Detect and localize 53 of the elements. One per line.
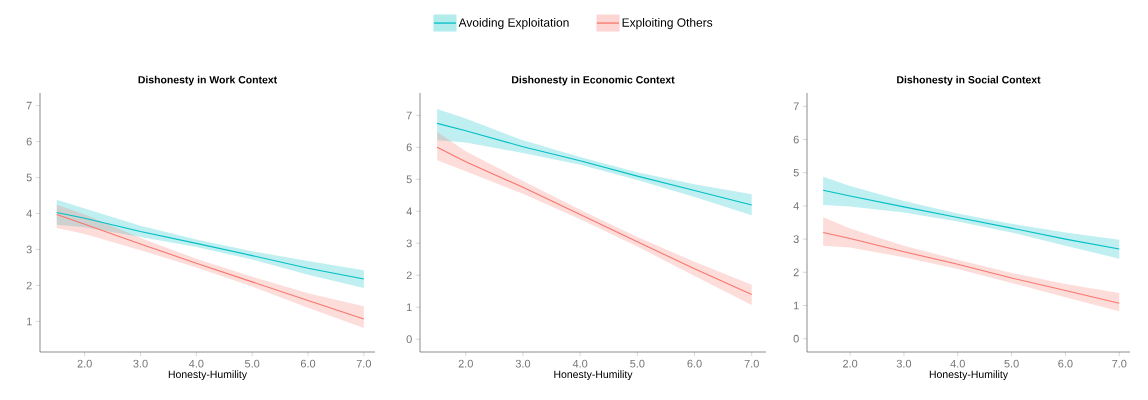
x-tick-label: 6.0 bbox=[687, 359, 702, 368]
y-tick-label: 6 bbox=[26, 137, 32, 146]
line-series bbox=[822, 189, 1120, 250]
y-tick-label: 6 bbox=[406, 143, 412, 152]
x-tick-label: 5.0 bbox=[630, 359, 645, 368]
x-tick-label: 4.0 bbox=[572, 359, 588, 368]
y-tick-label: 2 bbox=[406, 271, 412, 280]
y-tick-label: 2 bbox=[26, 281, 32, 290]
x-axis-title: Honesty-Humility bbox=[929, 370, 1008, 381]
y-tick-label: 1 bbox=[793, 301, 799, 310]
y-tick-label: 4 bbox=[26, 209, 32, 218]
chart-title: Dishonesty in Work Context bbox=[138, 75, 278, 86]
y-tick-label: 7 bbox=[793, 102, 799, 111]
x-tick-label: 3.0 bbox=[896, 359, 912, 368]
y-tick-label: 2 bbox=[793, 268, 799, 277]
y-tick-label: 3 bbox=[26, 245, 32, 254]
x-tick-label: 4.0 bbox=[950, 359, 965, 368]
x-tick-label: 7.0 bbox=[1112, 359, 1127, 368]
y-tick-label: 3 bbox=[793, 235, 799, 243]
line-series bbox=[436, 122, 753, 206]
line-series bbox=[56, 211, 365, 280]
x-tick-label: 2.0 bbox=[77, 359, 92, 368]
x-tick-label: 4.0 bbox=[188, 359, 204, 368]
y-tick-label: 7 bbox=[26, 101, 32, 110]
chart-title: Dishonesty in Economic Context bbox=[512, 75, 675, 86]
y-tick-label: 7 bbox=[406, 111, 412, 120]
y-tick-label: 0 bbox=[406, 335, 412, 344]
x-tick-label: 6.0 bbox=[1058, 359, 1073, 368]
x-tick-label: 7.0 bbox=[744, 359, 759, 368]
line-series bbox=[822, 231, 1120, 304]
y-tick-label: 5 bbox=[26, 173, 32, 182]
x-tick-label: 3.0 bbox=[515, 359, 531, 368]
x-tick-label: 3.0 bbox=[133, 359, 148, 368]
y-tick-label: 3 bbox=[406, 239, 412, 248]
x-tick-label: 2.0 bbox=[458, 359, 473, 368]
y-tick-label: 4 bbox=[406, 207, 412, 216]
x-tick-label: 2.0 bbox=[843, 359, 858, 368]
x-axis-title: Honesty-Humility bbox=[554, 370, 633, 381]
x-tick-label: 6.0 bbox=[300, 359, 316, 368]
y-tick-label: 5 bbox=[406, 175, 412, 184]
y-tick-label: 1 bbox=[406, 303, 412, 312]
x-tick-label: 5.0 bbox=[244, 359, 260, 368]
x-tick-label: 7.0 bbox=[356, 359, 372, 368]
legend-label: Exploiting Others bbox=[622, 17, 713, 30]
x-axis-title: Honesty-Humility bbox=[168, 370, 247, 381]
legend-label: Avoiding Exploitation bbox=[458, 17, 569, 30]
x-tick-label: 5.0 bbox=[1004, 359, 1019, 368]
y-tick-label: 1 bbox=[26, 317, 32, 326]
y-tick-label: 6 bbox=[793, 135, 799, 144]
chart-title: Dishonesty in Social Context bbox=[897, 75, 1041, 86]
y-tick-label: 5 bbox=[793, 168, 799, 177]
y-tick-label: 0 bbox=[793, 334, 799, 343]
y-tick-label: 4 bbox=[793, 202, 799, 210]
